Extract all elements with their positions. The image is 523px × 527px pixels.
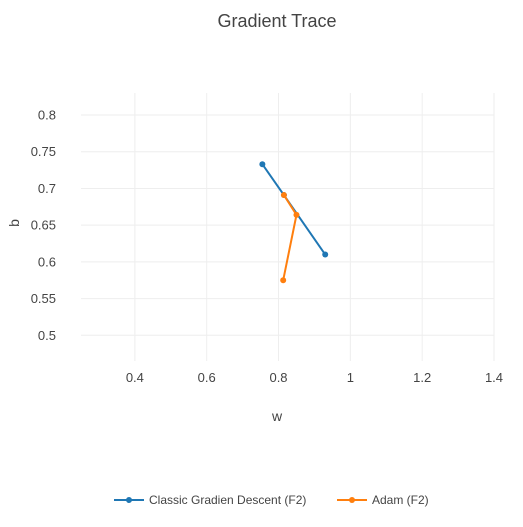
data-point[interactable] — [293, 211, 300, 218]
y-axis-tick-labels: 0.5 0.55 0.6 0.65 0.7 0.75 0.8 — [31, 108, 56, 343]
series-layer — [259, 161, 329, 284]
x-tick-label: 0.4 — [126, 370, 144, 385]
x-axis-title: w — [271, 408, 283, 424]
y-tick-label: 0.5 — [38, 328, 56, 343]
y-tick-label: 0.55 — [31, 291, 56, 306]
x-gridlines — [134, 93, 495, 361]
data-point[interactable] — [280, 192, 287, 199]
series-1 — [280, 192, 300, 284]
data-point[interactable] — [322, 251, 329, 258]
y-tick-label: 0.7 — [38, 181, 56, 196]
x-tick-label: 1 — [347, 370, 354, 385]
y-tick-label: 0.65 — [31, 218, 56, 233]
x-axis-tick-labels: 0.4 0.6 0.8 1 1.2 1.4 — [126, 370, 503, 385]
legend-item-classic-gradient-descent[interactable]: Classic Gradien Descent (F2) — [114, 493, 306, 507]
legend-marker-classic-gradient-descent — [126, 497, 132, 503]
legend-item-adam[interactable]: Adam (F2) — [337, 493, 429, 507]
legend: Classic Gradien Descent (F2) Adam (F2) — [114, 493, 429, 507]
data-point[interactable] — [259, 161, 266, 168]
y-tick-label: 0.6 — [38, 254, 56, 269]
x-tick-label: 1.2 — [413, 370, 431, 385]
legend-marker-adam — [349, 497, 355, 503]
y-tick-label: 0.75 — [31, 144, 56, 159]
y-axis-title: b — [6, 219, 22, 227]
data-point[interactable] — [280, 277, 287, 284]
x-tick-label: 1.4 — [485, 370, 503, 385]
chart-title: Gradient Trace — [217, 11, 336, 31]
x-tick-label: 0.6 — [198, 370, 216, 385]
legend-label-adam: Adam (F2) — [372, 493, 429, 507]
x-tick-label: 0.8 — [269, 370, 287, 385]
legend-label-classic-gradient-descent: Classic Gradien Descent (F2) — [149, 493, 306, 507]
y-tick-label: 0.8 — [38, 108, 56, 123]
